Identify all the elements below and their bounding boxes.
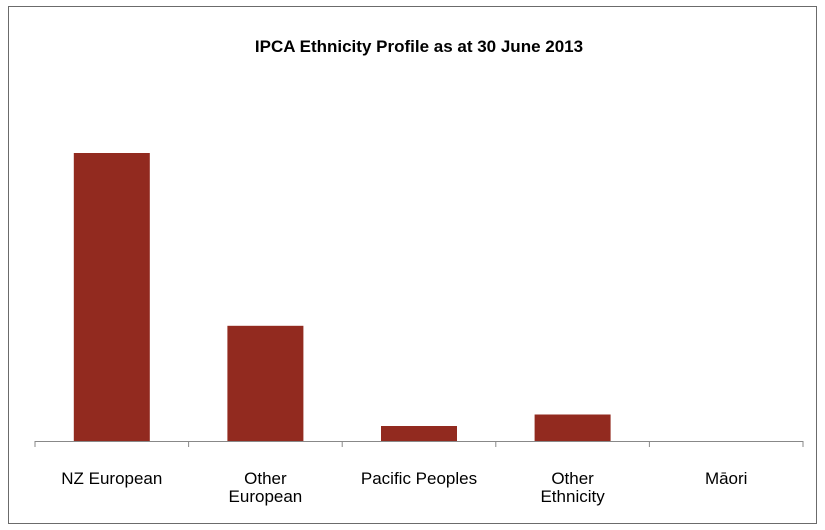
bar-3: [534, 414, 611, 441]
chart-title: IPCA Ethnicity Profile as at 30 June 201…: [255, 37, 583, 56]
category-label-2: Pacific Peoples: [361, 469, 477, 488]
bar-2: [381, 426, 457, 441]
x-axis: [34, 441, 804, 447]
category-labels: NZ European Other European Pacific Peoples O…: [61, 469, 747, 506]
category-label-0: NZ European: [61, 469, 162, 488]
category-label-3: Other Ethnicity: [540, 469, 605, 506]
bar-1: [227, 325, 304, 441]
category-label-4: Māori: [705, 469, 748, 488]
bar-0: [73, 153, 150, 441]
bars-group: [73, 153, 611, 441]
category-label-1: Other European: [229, 469, 303, 506]
